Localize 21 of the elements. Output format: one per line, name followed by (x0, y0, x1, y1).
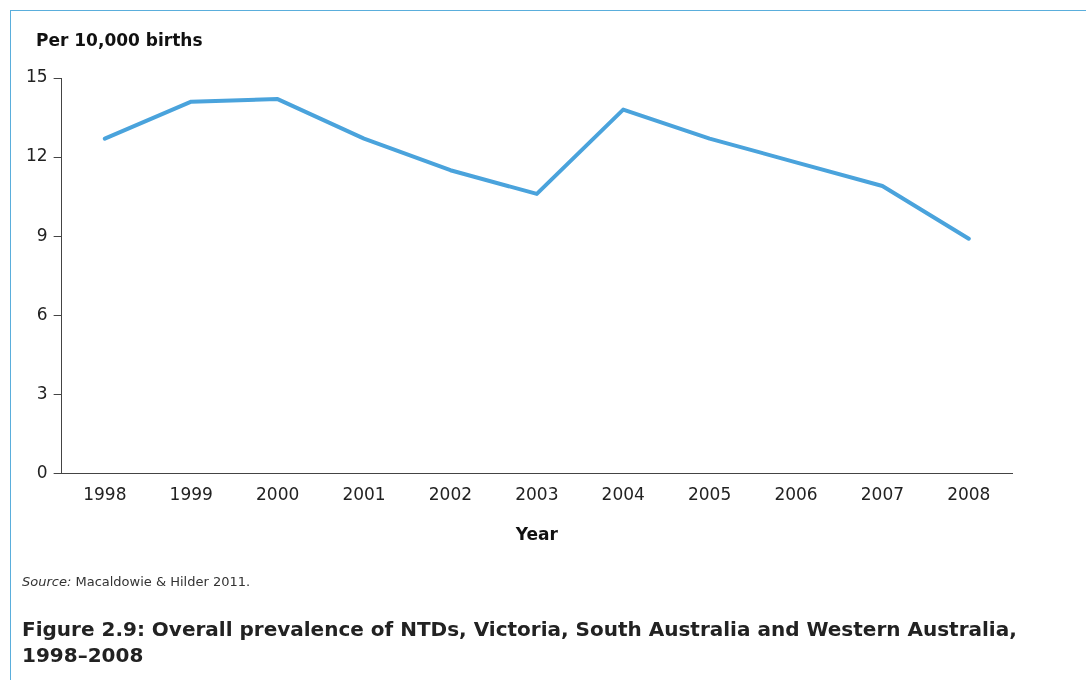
y-tick-label: 0 (36, 461, 48, 482)
x-tick-label: 2000 (255, 483, 300, 504)
y-tick-label: 15 (25, 66, 48, 87)
source-note: Source: Macaldowie & Hilder 2011. (22, 574, 251, 589)
x-tick-label: 1998 (83, 483, 127, 504)
x-tick-label: 2001 (342, 483, 386, 504)
x-tick-label: 2003 (515, 483, 559, 504)
x-tick-label: 2006 (774, 483, 818, 504)
x-tick-label: 2004 (601, 483, 645, 504)
y-tick-label: 6 (36, 303, 48, 324)
x-tick-label: 1999 (169, 483, 213, 504)
y-axis-title: Per 10,000 births (36, 30, 203, 50)
y-tick-label: 3 (36, 382, 48, 403)
x-tick-label: 2005 (687, 483, 732, 504)
y-tick-label: 9 (36, 224, 48, 245)
x-tick-label: 2002 (428, 483, 473, 504)
x-tick-label: 2008 (947, 483, 991, 504)
x-tick-label: 2007 (860, 483, 905, 504)
x-axis-title: Year (514, 524, 559, 545)
text: Figure 2.9: Overall prevalence of NTDs, Victoria, South Australia and Western Australia, 1998–2008 (22, 616, 1018, 668)
y-tick-label: 12 (25, 145, 48, 166)
